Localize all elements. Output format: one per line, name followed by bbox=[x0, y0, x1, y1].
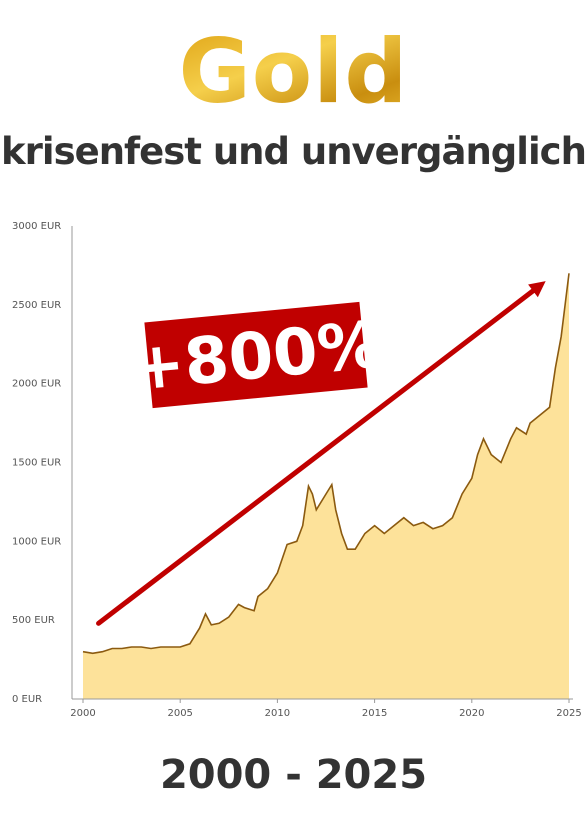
x-tick-label: 2020 bbox=[459, 708, 484, 719]
y-tick-label: 500 EUR bbox=[12, 615, 55, 626]
y-tick-label: 0 EUR bbox=[12, 694, 42, 705]
percent-badge: +800% bbox=[128, 301, 385, 409]
x-tick-label: 2015 bbox=[362, 708, 387, 719]
gold-title: Gold bbox=[0, 22, 587, 122]
page-subtitle: krisenfest und unvergänglich bbox=[1, 130, 587, 173]
year-range: 2000 - 2025 bbox=[159, 752, 428, 798]
y-tick-label: 1000 EUR bbox=[12, 536, 61, 547]
x-axis-ticks: 2000 2005 2010 2015 2020 2025 bbox=[70, 699, 582, 719]
y-axis-ticks: 0 EUR 500 EUR 1000 EUR 1500 EUR 2000 EUR 2500… bbox=[12, 221, 61, 705]
gold-price-chart: 0 EUR 500 EUR 1000 EUR 1500 EUR 2000 EUR 2500… bbox=[12, 221, 582, 719]
x-tick-label: 2010 bbox=[265, 708, 290, 719]
x-tick-label: 2000 bbox=[70, 708, 95, 719]
y-tick-label: 2000 EUR bbox=[12, 379, 61, 390]
trend-arrow bbox=[96, 281, 546, 626]
y-tick-label: 3000 EUR bbox=[12, 221, 61, 232]
y-tick-label: 1500 EUR bbox=[12, 458, 61, 469]
price-area bbox=[83, 273, 569, 699]
price-line bbox=[82, 273, 570, 655]
y-tick-label: 2500 EUR bbox=[12, 300, 61, 311]
x-tick-label: 2005 bbox=[167, 708, 192, 719]
x-tick-label: 2025 bbox=[556, 708, 581, 719]
badge-background bbox=[144, 301, 368, 409]
